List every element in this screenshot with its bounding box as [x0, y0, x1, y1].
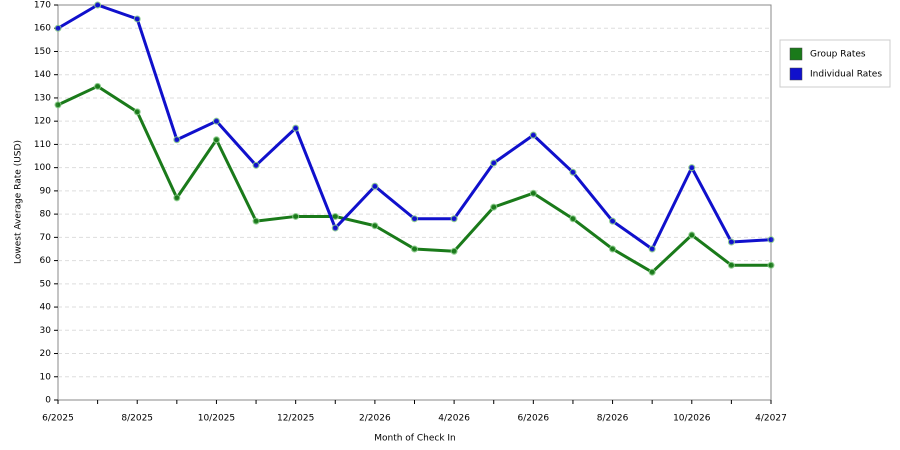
y-tick-label: 0 [45, 396, 51, 406]
y-tick-label: 150 [34, 47, 51, 57]
marker [529, 189, 537, 197]
legend-swatch [789, 67, 803, 81]
x-tick-label: 4/2026 [438, 414, 470, 424]
marker [569, 215, 577, 223]
marker [609, 245, 617, 253]
marker [133, 108, 141, 116]
marker [688, 164, 696, 172]
x-tick-label: 10/2026 [673, 414, 711, 424]
x-tick-label: 8/2026 [597, 414, 629, 424]
x-tick-label: 6/2026 [517, 414, 549, 424]
marker [450, 215, 458, 223]
y-tick-label: 100 [34, 163, 51, 173]
marker [371, 182, 379, 190]
marker [490, 159, 498, 167]
marker [648, 268, 656, 276]
marker [688, 231, 696, 239]
marker [212, 117, 220, 125]
marker [133, 15, 141, 23]
marker [94, 82, 102, 90]
y-tick-label: 20 [40, 349, 52, 359]
marker [529, 131, 537, 139]
y-tick-label: 10 [40, 372, 52, 382]
marker [648, 245, 656, 253]
y-tick-label: 50 [40, 279, 52, 289]
marker [569, 168, 577, 176]
marker [767, 261, 775, 269]
y-tick-label: 120 [34, 117, 51, 127]
y-tick-label: 60 [40, 256, 52, 266]
y-tick-label: 90 [40, 186, 52, 196]
marker [727, 238, 735, 246]
y-tick-label: 130 [34, 93, 51, 103]
x-tick-label: 12/2025 [277, 414, 314, 424]
y-tick-label: 140 [34, 70, 51, 80]
x-tick-label: 10/2025 [198, 414, 235, 424]
x-tick-label: 8/2025 [121, 414, 153, 424]
marker [450, 247, 458, 255]
x-tick-label: 4/2027 [755, 414, 787, 424]
legend-label: Individual Rates [810, 70, 882, 80]
y-tick-label: 80 [40, 210, 52, 220]
x-axis-title: Month of Check In [374, 434, 456, 444]
y-axis-title: Lowest Average Rate (USD) [14, 140, 24, 264]
marker [54, 24, 62, 32]
marker [54, 101, 62, 109]
marker [411, 245, 418, 253]
marker [173, 194, 181, 202]
plot-area [57, 4, 772, 401]
x-tick-label: 6/2025 [42, 414, 74, 424]
marker [609, 217, 617, 225]
marker [490, 203, 498, 211]
marker [252, 161, 260, 169]
legend-label: Group Rates [810, 50, 866, 60]
marker [767, 236, 775, 244]
marker [371, 222, 379, 230]
marker [94, 1, 102, 9]
x-tick-label: 2/2026 [359, 414, 391, 424]
marker [727, 261, 735, 269]
marker [252, 217, 260, 225]
marker [411, 215, 418, 223]
y-tick-label: 160 [34, 24, 51, 34]
y-tick-label: 110 [34, 140, 51, 150]
marker [331, 212, 339, 220]
y-tick-label: 70 [40, 233, 52, 243]
marker [292, 212, 300, 220]
marker [292, 124, 300, 132]
marker [173, 136, 181, 144]
y-tick-label: 30 [40, 326, 52, 336]
marker [331, 224, 339, 232]
y-tick-label: 170 [34, 1, 51, 11]
marker [212, 136, 220, 144]
legend-swatch [789, 47, 803, 61]
y-tick-label: 40 [40, 303, 52, 313]
